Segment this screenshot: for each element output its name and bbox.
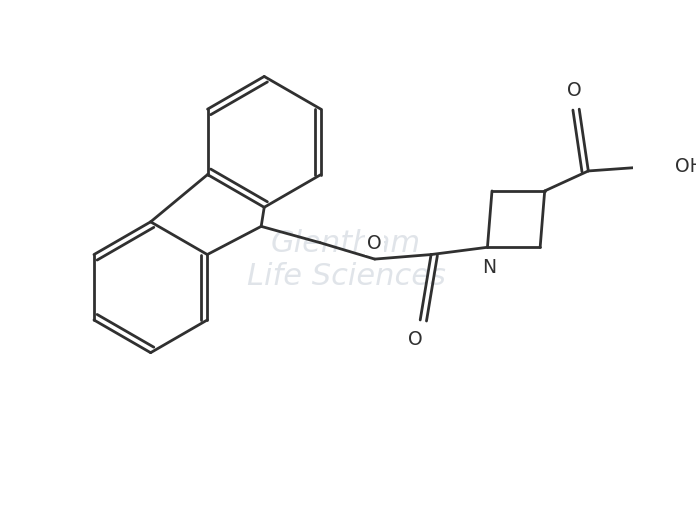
Text: O: O [409, 331, 423, 349]
Text: O: O [367, 234, 382, 253]
Text: N: N [482, 258, 496, 277]
Text: O: O [567, 82, 582, 100]
Text: OH: OH [674, 157, 696, 176]
Text: Glentham
Life Sciences: Glentham Life Sciences [246, 229, 445, 291]
